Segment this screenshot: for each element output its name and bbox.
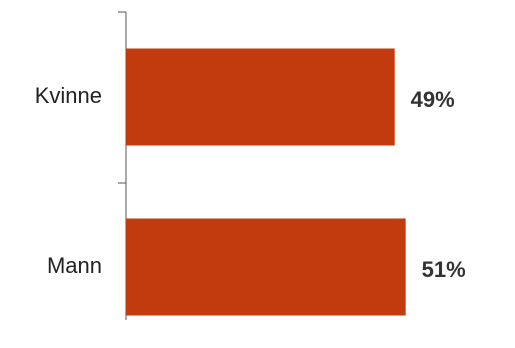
data-label-mann: 51% bbox=[422, 257, 466, 282]
data-label-kvinne: 49% bbox=[411, 87, 455, 112]
category-label-kvinne: Kvinne bbox=[35, 83, 102, 108]
bar-mann bbox=[126, 218, 406, 316]
category-label-mann: Mann bbox=[47, 253, 102, 278]
bar-kvinne bbox=[126, 48, 395, 146]
